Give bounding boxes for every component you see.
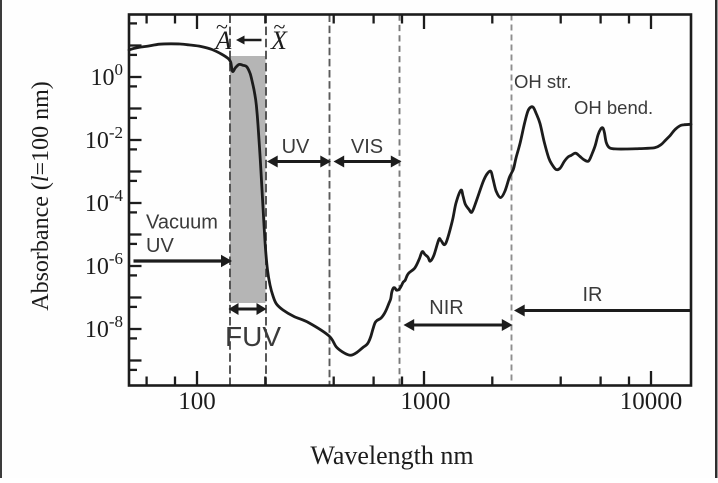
svg-text:VIS: VIS [351, 136, 383, 158]
svg-text:NIR: NIR [429, 297, 463, 319]
svg-text:FUV: FUV [225, 321, 281, 352]
svg-text:1000: 1000 [401, 388, 451, 415]
svg-text:X: X [270, 26, 288, 55]
svg-text:UV: UV [146, 235, 174, 257]
svg-text:OH bend.: OH bend. [574, 97, 653, 118]
svg-text:~: ~ [274, 14, 286, 39]
svg-text:~: ~ [216, 14, 228, 39]
svg-text:Wavelength nm: Wavelength nm [310, 441, 473, 470]
svg-text:IR: IR [583, 284, 603, 306]
svg-text:UV: UV [282, 136, 310, 158]
svg-text:OH str.: OH str. [514, 71, 572, 92]
svg-text:100: 100 [178, 388, 216, 415]
svg-text:Absorbance (l=100 nm): Absorbance (l=100 nm) [28, 81, 54, 311]
svg-text:Vacuum: Vacuum [146, 212, 218, 234]
svg-text:A: A [214, 26, 232, 55]
svg-text:10000: 10000 [620, 388, 683, 415]
